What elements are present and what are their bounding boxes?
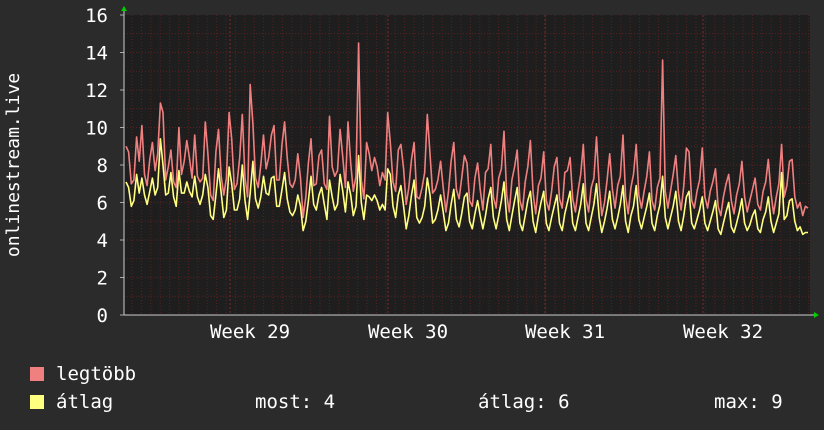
axes [120,6,819,318]
series-line-0 [125,42,809,219]
stat-maximum: max: 9 [714,391,783,413]
x-tick-label: Week 32 [683,321,763,343]
legend-row-max: legtöbb [30,363,810,385]
y-tick-label: 10 [85,118,108,140]
legend-swatch-avg [30,395,44,409]
x-tick-label: Week 31 [525,321,605,343]
y-axis-label: onlinestream.live [3,73,24,257]
x-axis-arrow [814,312,819,318]
y-tick-label: 16 [85,5,108,27]
y-tick-label: 0 [97,305,108,327]
y-tick-label: 12 [85,80,108,102]
y-axis-arrow [121,6,127,11]
legend-label-max: legtöbb [56,363,137,385]
y-tick-label: 4 [97,230,108,252]
series-line-1 [125,138,808,236]
stat-average: átlag: 6 [478,391,570,413]
y-tick-label: 6 [97,193,108,215]
legend-row-avg: átlag most: 4 átlag: 6 max: 9 [30,391,810,413]
y-tick-label: 8 [97,155,108,177]
y-tick-label: 14 [85,43,108,65]
stat-current: most: 4 [255,391,336,413]
y-tick-label: 2 [97,268,108,290]
legend-swatch-max [30,367,44,381]
grid [124,15,810,315]
series-layer [125,42,809,236]
x-tick-label: Week 30 [368,321,448,343]
x-tick-label: Week 29 [210,321,290,343]
tick-labels: 0 2 4 6 8 10 12 14 16 Week 29 Week 30 Week 31 Week 3… [85,5,763,343]
legend-label-avg: átlag [56,391,114,413]
